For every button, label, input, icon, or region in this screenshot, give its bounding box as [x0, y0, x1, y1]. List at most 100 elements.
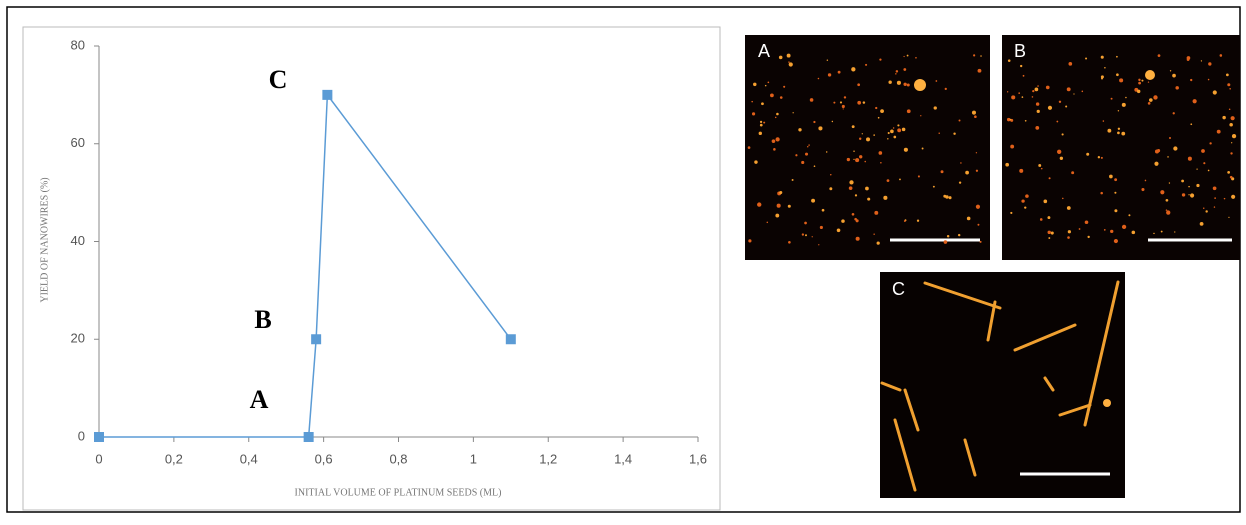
particle	[977, 68, 982, 73]
particle	[887, 132, 890, 135]
particle	[886, 179, 890, 182]
particle	[893, 135, 897, 139]
particle	[1230, 152, 1233, 155]
particle	[1031, 96, 1034, 98]
particle	[842, 108, 844, 110]
particle	[1100, 77, 1104, 80]
particle	[1084, 220, 1089, 225]
particle	[1196, 183, 1200, 188]
particle	[1100, 156, 1103, 159]
particle	[1199, 221, 1204, 226]
particle	[1038, 163, 1042, 167]
particle	[851, 125, 855, 129]
particle	[1104, 67, 1106, 69]
particle	[1078, 228, 1081, 230]
particle	[764, 84, 767, 87]
particle	[786, 53, 791, 58]
particle	[1231, 194, 1236, 199]
particle	[801, 233, 805, 236]
particle	[831, 120, 834, 123]
particle	[1050, 231, 1054, 235]
particle	[833, 101, 836, 104]
particle	[1113, 239, 1118, 244]
x-tick-label: 1	[470, 451, 477, 466]
particle	[763, 121, 766, 124]
particle	[1032, 89, 1035, 93]
particle	[761, 102, 764, 106]
particle	[1136, 89, 1141, 94]
particle	[857, 83, 861, 87]
particle	[1009, 118, 1012, 121]
particle	[792, 112, 794, 114]
particle	[751, 112, 756, 116]
particle	[775, 137, 780, 142]
panel-label: B	[1014, 41, 1026, 61]
annotation: A	[250, 385, 269, 414]
particle	[1147, 81, 1150, 83]
particle	[1116, 55, 1118, 58]
particle	[921, 147, 924, 150]
particle	[1024, 119, 1027, 122]
particle	[773, 148, 776, 151]
particle	[791, 178, 794, 181]
particle	[1188, 185, 1190, 188]
particle	[808, 144, 810, 146]
particle	[1147, 102, 1151, 105]
particle	[848, 186, 853, 190]
particle	[966, 216, 971, 221]
particle	[906, 54, 909, 57]
particle	[1229, 123, 1233, 127]
y-tick-label: 20	[71, 331, 85, 346]
particle	[979, 240, 982, 243]
particle	[1097, 156, 1101, 159]
particle	[1117, 110, 1120, 112]
particle	[759, 120, 763, 123]
particle	[1103, 399, 1111, 407]
x-tick-label: 0,4	[240, 451, 258, 466]
particle	[770, 93, 774, 98]
particle	[853, 158, 855, 161]
particle	[843, 96, 847, 99]
particle	[935, 80, 938, 82]
y-tick-label: 80	[71, 37, 85, 52]
particle	[1086, 152, 1090, 156]
particle	[1081, 90, 1084, 93]
nanowire	[903, 388, 920, 432]
particle	[804, 221, 807, 225]
data-point	[94, 432, 104, 442]
particle	[1121, 224, 1127, 230]
particle	[817, 77, 820, 80]
particle	[1187, 156, 1192, 161]
particle	[1110, 229, 1114, 234]
particle	[887, 138, 889, 140]
particle	[1228, 216, 1230, 218]
particle	[1160, 230, 1163, 233]
particle	[1121, 131, 1126, 136]
particle	[1181, 193, 1186, 197]
particle	[861, 133, 863, 135]
particle	[1141, 79, 1144, 82]
particle	[1068, 62, 1073, 66]
particle	[1190, 123, 1193, 126]
particle	[829, 187, 833, 191]
particle	[883, 195, 888, 200]
particle	[1165, 209, 1168, 211]
particle	[958, 181, 962, 184]
particle	[973, 54, 976, 57]
particle	[873, 134, 875, 136]
particle	[776, 112, 779, 116]
particle	[1138, 81, 1142, 85]
panel-label: A	[758, 41, 770, 61]
particle	[1019, 168, 1024, 173]
particle	[1141, 187, 1145, 192]
particle	[1231, 142, 1233, 144]
nanowire	[893, 418, 917, 492]
particle	[903, 82, 907, 86]
particle	[788, 240, 791, 244]
particle	[920, 115, 922, 117]
particle	[880, 109, 884, 114]
particle	[1196, 168, 1198, 170]
particle	[1114, 178, 1118, 182]
particle	[916, 219, 920, 222]
